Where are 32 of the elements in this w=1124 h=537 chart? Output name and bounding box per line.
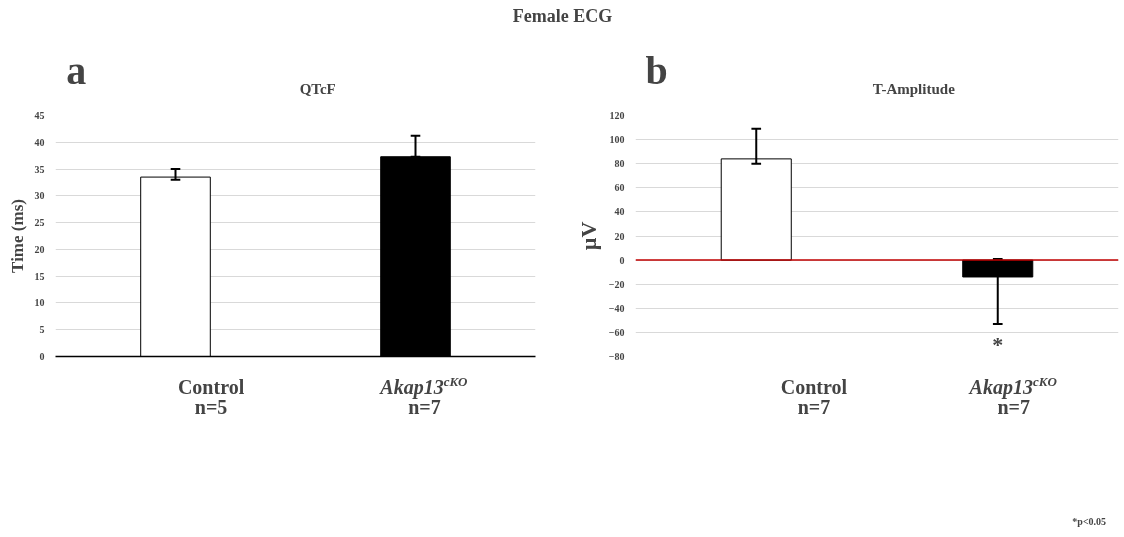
y-tick-label: 20: [34, 243, 45, 255]
y-tick-label: 5: [39, 324, 45, 336]
y-tick-label: 80: [614, 158, 625, 170]
y-tick-label: 120: [609, 110, 625, 121]
y-tick-label: 0: [39, 351, 45, 362]
text: b: [645, 48, 668, 93]
y-tick-label: 35: [34, 163, 45, 175]
y-tick-label: 40: [34, 136, 45, 148]
y-tick-label: −40: [608, 302, 625, 314]
x-tick-label: Control n=7: [780, 375, 848, 418]
y-tick-label: 30: [34, 190, 45, 202]
y-tick-label: 15: [34, 270, 45, 282]
y-tick-label: 20: [614, 230, 625, 242]
y-tick-label: 60: [614, 182, 625, 194]
text: Female ECG: [512, 5, 613, 26]
annotation: *: [992, 332, 1004, 357]
y-axis-title: Time (ms): [7, 199, 27, 273]
chart-title: T-Amplitude: [872, 80, 956, 97]
y-tick-label: 100: [609, 134, 625, 146]
y-tick-label: 0: [619, 254, 625, 266]
y-axis-title: µV: [575, 221, 601, 251]
chart-title: QTcF: [299, 80, 336, 97]
x-tick-label: Control n=5: [177, 375, 245, 418]
y-tick-label: 25: [34, 217, 45, 229]
y-tick-label: 10: [34, 297, 45, 309]
text: a: [66, 48, 87, 93]
text: *p<0.05: [1072, 516, 1107, 527]
y-tick-label: −20: [608, 278, 625, 290]
y-tick-label: 45: [34, 110, 45, 121]
y-tick-label: −60: [608, 326, 625, 338]
y-tick-label: −80: [608, 351, 625, 362]
y-tick-label: 40: [614, 206, 625, 218]
